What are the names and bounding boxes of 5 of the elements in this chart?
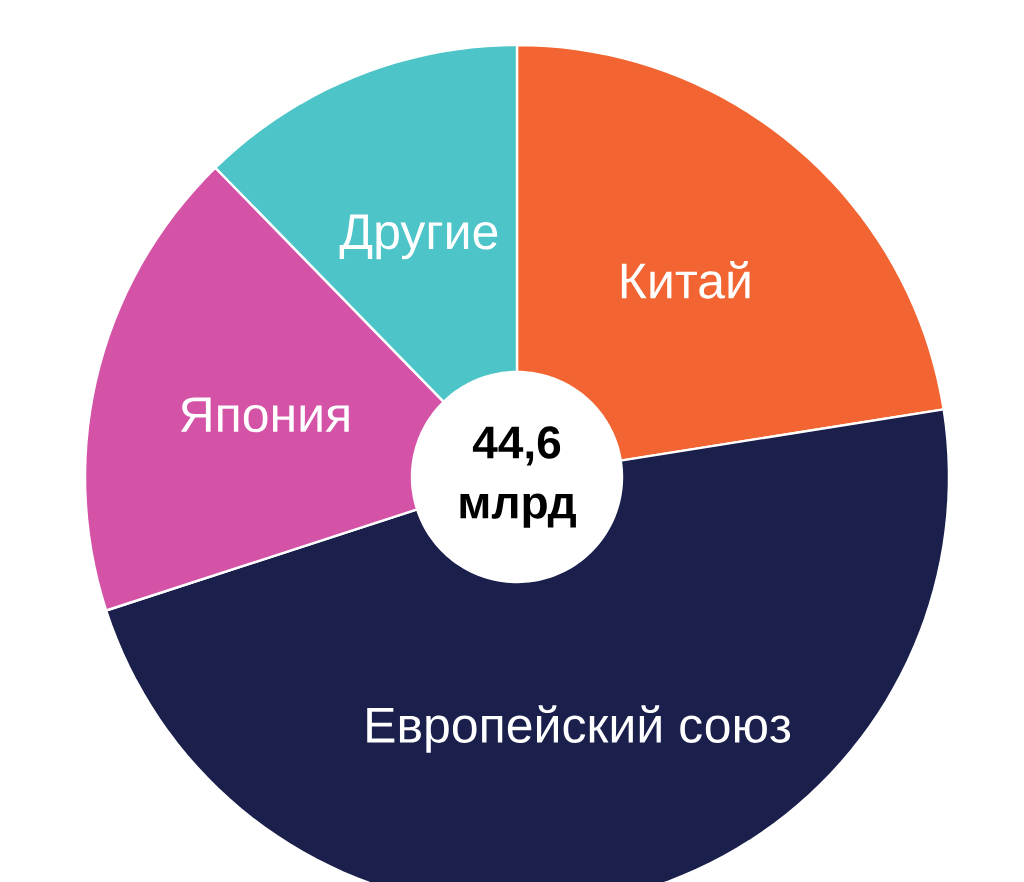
slice-label: Другие (339, 214, 498, 260)
text: 44,6 млрд (460, 426, 576, 528)
slice-label: Европейский союз (367, 705, 791, 753)
slice-label: Япония (180, 397, 349, 433)
slice-label: Китай (621, 261, 750, 299)
